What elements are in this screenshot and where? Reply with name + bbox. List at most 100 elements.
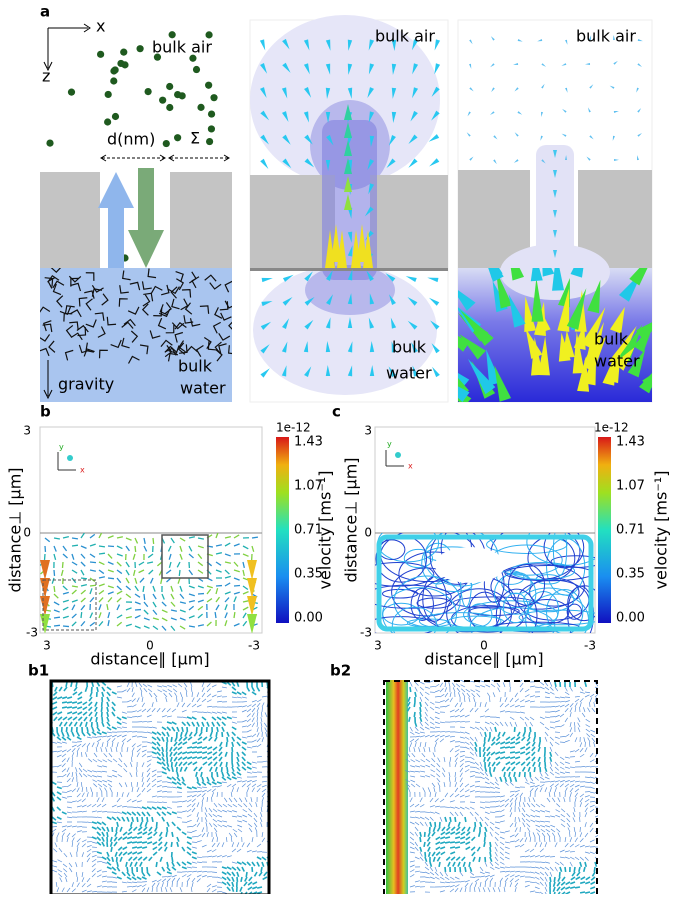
velocity-vector	[54, 586, 55, 592]
panel-a-middle: bulk air bulk water	[250, 15, 448, 402]
velocity-vector	[420, 702, 421, 707]
velocity-vector	[142, 817, 143, 822]
velocity-vector	[555, 682, 556, 687]
velocity-vector	[575, 887, 580, 888]
velocity-vector	[116, 827, 117, 832]
panel-b1: b1	[28, 662, 272, 895]
velocity-vector	[182, 727, 183, 732]
velocity-vector	[137, 842, 142, 843]
velocity-vector	[450, 817, 451, 822]
panel-a-right: bulk air bulk water	[430, 20, 671, 407]
molecule	[120, 49, 127, 56]
molecule	[166, 83, 173, 90]
velocity-vector	[574, 867, 575, 872]
molecule	[208, 125, 215, 132]
velocity-vector	[565, 867, 566, 872]
molecule	[166, 104, 173, 111]
velocity-vector	[420, 832, 421, 837]
velocity-vector	[192, 747, 197, 748]
velocity-vector	[580, 827, 581, 832]
velocity-vector	[127, 867, 128, 872]
velocity-vector	[187, 752, 192, 753]
velocity-vector	[579, 867, 580, 872]
velocity-vector	[192, 752, 197, 753]
region-label: water	[180, 379, 226, 398]
velocity-vector	[156, 862, 157, 867]
panel-label: a	[40, 3, 50, 21]
velocity-vector	[72, 702, 77, 703]
molecule	[112, 113, 119, 120]
velocity-vector	[234, 612, 235, 618]
colorbar-label: velocity [ms⁻¹]	[316, 471, 335, 590]
velocity-vector	[99, 546, 105, 547]
triad-label: y	[59, 443, 64, 452]
velocity-vector	[62, 702, 67, 703]
velocity-vector	[97, 687, 98, 692]
velocity-vector	[450, 842, 455, 843]
molecule	[117, 60, 124, 67]
colorbar-tick-label: 0.71	[616, 523, 645, 538]
velocity-vector	[66, 682, 67, 687]
gap-label: d(nm)	[107, 130, 155, 149]
velocity-vector	[54, 617, 60, 618]
velocity-vector	[54, 625, 60, 626]
velocity-vector	[153, 538, 154, 544]
panel-label: b	[40, 403, 51, 421]
velocity-vector	[196, 772, 197, 777]
velocity-vector	[90, 585, 96, 586]
velocity-vector	[132, 842, 137, 843]
velocity-vector	[71, 682, 72, 687]
triad	[395, 452, 401, 458]
velocity-vector	[108, 578, 114, 579]
region-label: bulk air	[375, 27, 435, 46]
velocity-vector	[510, 752, 515, 753]
molecule	[205, 82, 212, 89]
velocity-vector	[66, 727, 67, 732]
velocity-vector	[117, 862, 118, 867]
velocity-vector	[147, 817, 148, 822]
velocity-vector	[484, 837, 485, 842]
velocity-vector	[539, 742, 540, 747]
molecule	[97, 51, 104, 58]
x-tick-label: 3	[43, 639, 51, 653]
velocity-vector	[216, 732, 217, 737]
velocity-vector	[515, 752, 520, 753]
velocity-vector	[132, 847, 137, 848]
velocity-vector	[81, 612, 82, 618]
velocity-vector	[144, 594, 145, 600]
velocity-vector	[490, 842, 491, 847]
velocity-vector	[261, 867, 262, 872]
velocity-vector	[187, 747, 192, 748]
velocity-vector	[580, 892, 585, 893]
velocity-vector	[97, 722, 98, 727]
panel-a-left: x z bulk air d(nm) Σ gravity bulk water	[38, 17, 236, 403]
molecule	[208, 110, 215, 117]
velocity-vector	[126, 862, 127, 867]
velocity-vector	[514, 772, 515, 777]
molecule	[210, 94, 217, 101]
velocity-vector	[171, 737, 172, 742]
y-tick-label: 0	[23, 526, 31, 540]
velocity-vector	[117, 822, 118, 827]
velocity-vector	[484, 757, 485, 762]
velocity-vector	[171, 842, 172, 847]
colorbar-tick-label: 0.00	[616, 611, 645, 626]
velocity-vector	[172, 767, 173, 772]
velocity-vector	[465, 867, 466, 872]
y-tick-label: -3	[26, 626, 38, 640]
colorbar-label: velocity [ms⁻¹]	[652, 471, 671, 590]
panel-b2: b2	[330, 662, 600, 895]
velocity-vector	[414, 702, 415, 707]
membrane	[40, 172, 100, 268]
molecule	[136, 45, 143, 52]
velocity-vector	[142, 842, 147, 843]
velocity-vector	[217, 727, 218, 732]
velocity-vector	[529, 732, 530, 737]
velocity-vector	[197, 747, 202, 748]
region-label: bulk	[178, 357, 213, 376]
colorbar	[598, 437, 611, 623]
velocity-vector	[232, 762, 233, 767]
velocity-vector	[504, 772, 505, 777]
molecule	[46, 139, 53, 146]
velocity-vector	[87, 727, 88, 732]
